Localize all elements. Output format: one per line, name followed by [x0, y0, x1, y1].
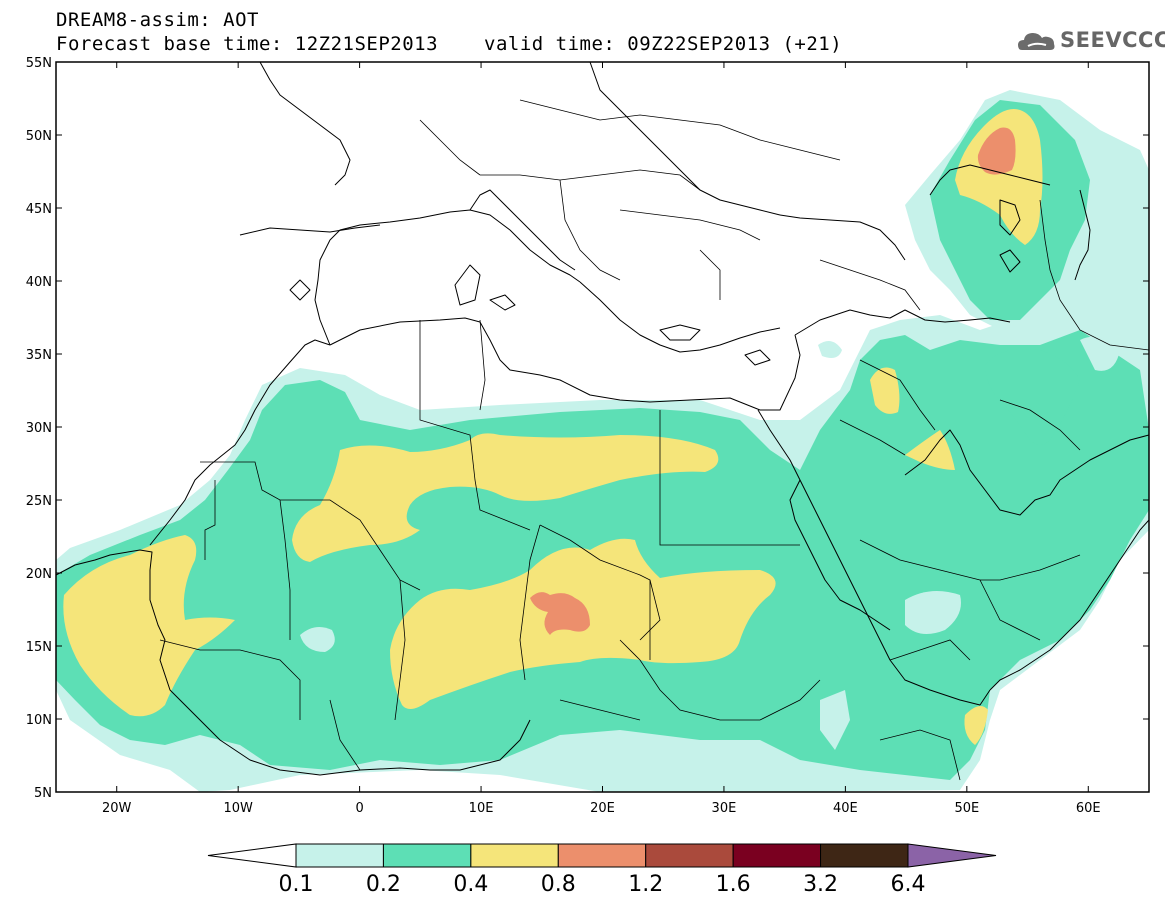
colorbar-label: 3.2 [803, 872, 838, 897]
lon-tick-label: 30E [712, 801, 737, 816]
colorbar-segment [470, 843, 559, 868]
lon-tick-label: 20W [102, 801, 132, 816]
colorbar-label: 1.2 [628, 872, 663, 897]
lon-tick-label: 10E [469, 801, 494, 816]
lon-tick-label: 50E [954, 801, 979, 816]
lon-tick-label: 0 [355, 801, 363, 816]
colorbar-over-triangle [907, 843, 997, 868]
colorbar-segment [820, 843, 909, 868]
country-borders [159, 99, 1149, 781]
colorbar: 0.1 0.2 0.4 0.8 1.2 1.6 3.2 6.4 [207, 843, 997, 897]
coastlines [56, 62, 1149, 776]
lat-tick-label: 20N [26, 567, 52, 582]
lat-tick-label: 25N [26, 494, 52, 509]
lat-tick-label: 15N [26, 640, 52, 655]
colorbar-label: 0.2 [366, 872, 401, 897]
colorbar-under-triangle [207, 843, 297, 868]
lon-tick-label: 10W [223, 801, 253, 816]
colorbar-label: 0.4 [453, 872, 488, 897]
lat-tick-label: 50N [26, 129, 52, 144]
forecast-base-time: Forecast base time: 12Z21SEP2013 [56, 33, 439, 55]
colorbar-segment [645, 843, 734, 868]
colorbar-segment [557, 843, 647, 868]
lon-tick-label: 20E [590, 801, 615, 816]
colorbar-segment [732, 843, 822, 868]
map-title: DREAM8-assim: AOT [56, 9, 259, 31]
lon-tick-label: 40E [833, 801, 858, 816]
lon-tick-label: 60E [1076, 801, 1101, 816]
lat-tick-label: 35N [26, 348, 52, 363]
colorbar-label: 6.4 [891, 872, 926, 897]
colorbar-label: 0.1 [279, 872, 314, 897]
lat-tick-label: 40N [26, 275, 52, 290]
lat-tick-label: 30N [26, 421, 52, 436]
contour-level-0.8 [530, 127, 1016, 635]
lat-tick-label: 45N [26, 202, 52, 217]
lat-tick-label: 5N [34, 786, 52, 801]
axis-ticks: 55N 50N 45N 40N 35N 30N 25N 20N 15N 10N 5N 20W 10W 0 1… [26, 56, 1149, 816]
aot-contours [56, 90, 1149, 792]
logo-text: SEEVCCC [1060, 28, 1165, 52]
cloud-icon [1018, 33, 1055, 50]
colorbar-label: 1.6 [716, 872, 751, 897]
colorbar-segment [295, 843, 384, 868]
lat-tick-label: 10N [26, 713, 52, 728]
valid-time: valid time: 09Z22SEP2013 (+21) [484, 33, 843, 55]
colorbar-label: 0.8 [541, 872, 576, 897]
lat-tick-label: 55N [26, 56, 52, 71]
colorbar-segment [382, 843, 472, 868]
